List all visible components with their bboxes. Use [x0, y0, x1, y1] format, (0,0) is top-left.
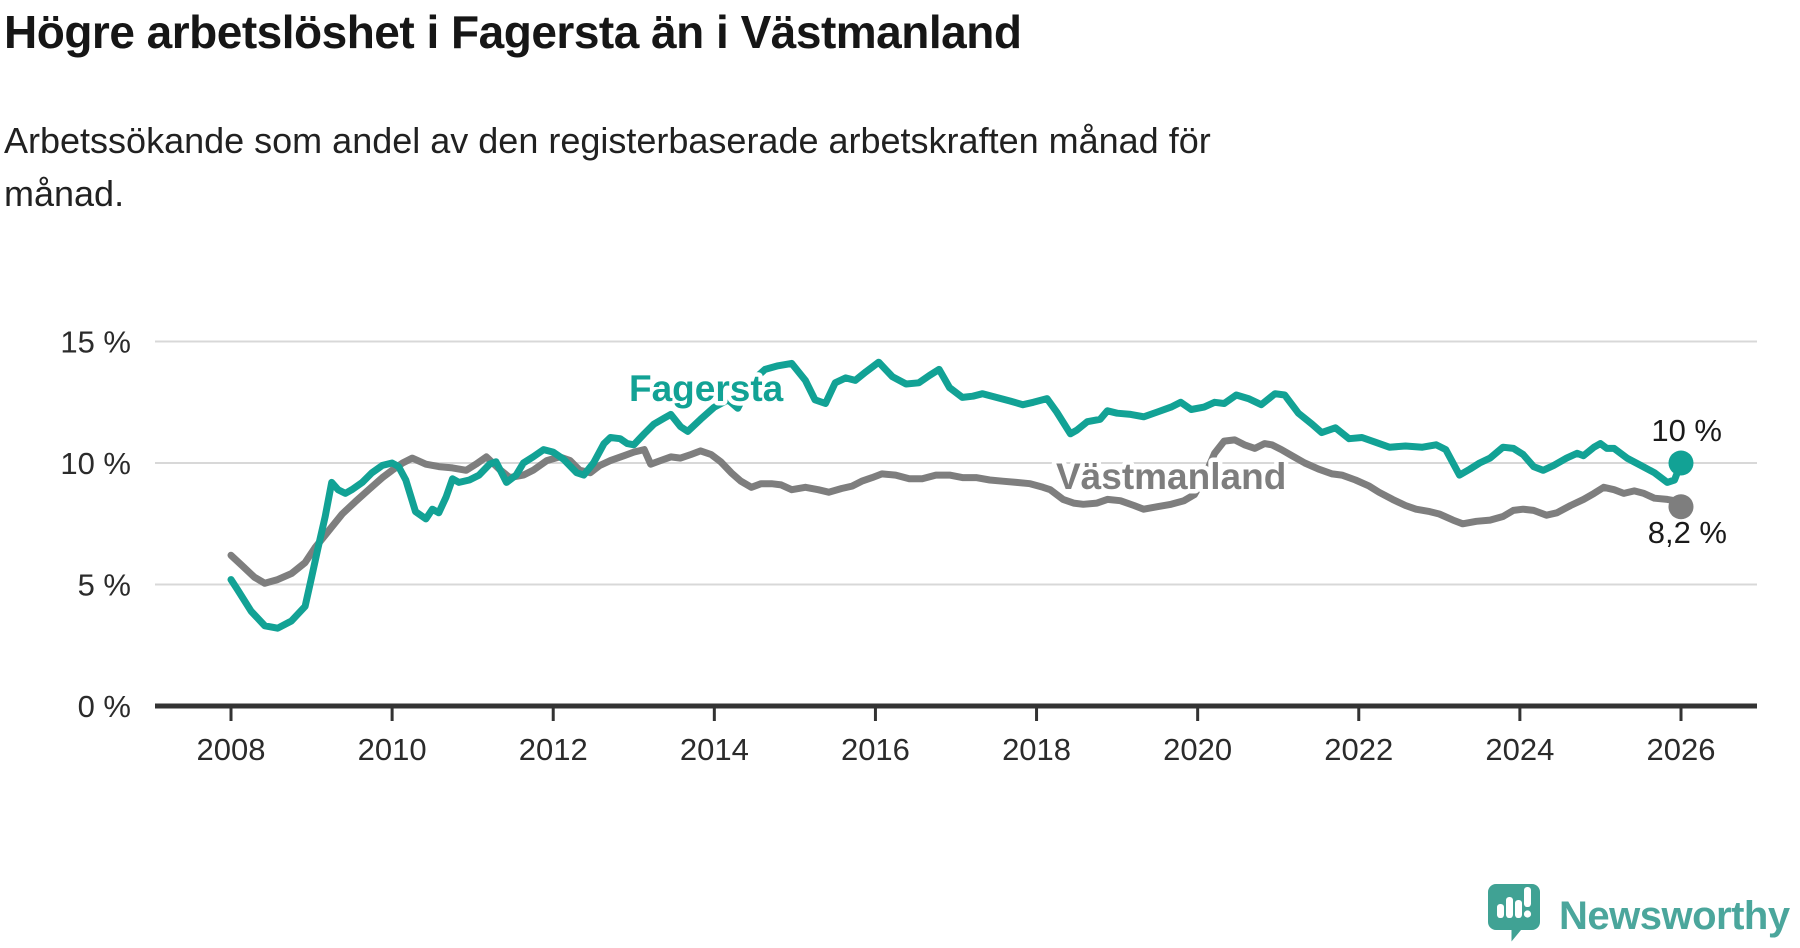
chart-subtitle: Arbetssökande som andel av den registerb… — [4, 114, 1504, 220]
end-dot-fagersta — [1668, 450, 1694, 476]
x-tick-label-2024: 2024 — [1485, 732, 1554, 767]
newsworthy-bubble-chart-icon — [1488, 884, 1540, 942]
series-label-fagersta: Fagersta — [629, 368, 784, 409]
x-tick-label-2022: 2022 — [1324, 732, 1393, 767]
logo-exclamation-dot — [1523, 910, 1532, 918]
x-tick-label-2014: 2014 — [680, 732, 749, 767]
logo-bar-1 — [1497, 904, 1504, 918]
x-tick-label-2010: 2010 — [358, 732, 427, 767]
logo-exclamation-bar — [1524, 887, 1531, 907]
x-tick-label-2012: 2012 — [519, 732, 588, 767]
x-tick-label-2016: 2016 — [841, 732, 910, 767]
chart-subtitle-line2: månad. — [4, 173, 125, 214]
x-tick-label-2026: 2026 — [1647, 732, 1716, 767]
logo-bar-3 — [1515, 900, 1522, 918]
series-line-västmanland — [227, 436, 1685, 587]
logo-bar-2 — [1506, 897, 1513, 918]
y-tick-label-5: 5 % — [78, 568, 131, 603]
x-tick-label-2008: 2008 — [197, 732, 266, 767]
end-value-label-västmanland: 8,2 % — [1648, 515, 1727, 550]
series-line-fagersta — [227, 358, 1685, 632]
y-tick-label-10: 10 % — [60, 446, 131, 481]
y-tick-label-15: 15 % — [60, 325, 131, 360]
chart-title: Högre arbetslöshet i Fagersta än i Västm… — [4, 6, 1022, 58]
series-label-västmanland: Västmanland — [1056, 456, 1286, 497]
end-dot-västmanland — [1668, 494, 1694, 520]
y-tick-label-0: 0 % — [78, 689, 131, 724]
newsworthy-logo: Newsworthy — [1488, 884, 1790, 948]
end-value-label-fagersta: 10 % — [1651, 413, 1722, 448]
x-tick-label-2018: 2018 — [1002, 732, 1071, 767]
chart-subtitle-line1: Arbetssökande som andel av den registerb… — [4, 120, 1211, 161]
x-tick-label-2020: 2020 — [1163, 732, 1232, 767]
newsworthy-logo-text: Newsworthy — [1559, 894, 1790, 938]
